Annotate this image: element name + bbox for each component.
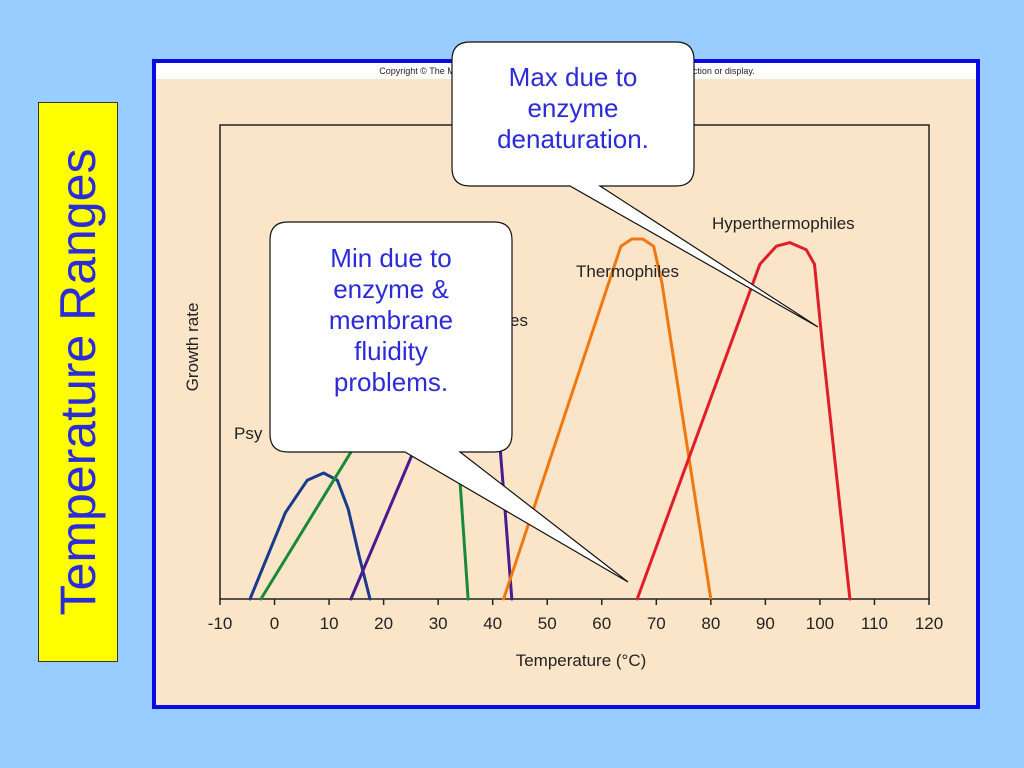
x-tick-label: 70: [647, 614, 666, 633]
slide-title-box: Temperature Ranges: [38, 102, 118, 662]
x-axis-title: Temperature (°C): [516, 651, 647, 670]
callout-min-text: Min due to enzyme & membrane fluidity pr…: [328, 243, 454, 397]
series-line-hyperthermophiles: [635, 241, 852, 601]
label-mesophiles: es: [510, 311, 528, 330]
x-tick-label: 120: [915, 614, 943, 633]
label-psychrophiles: Psy: [234, 424, 263, 443]
x-tick-label: 90: [756, 614, 775, 633]
x-tick-label: 60: [592, 614, 611, 633]
callout-max-text: Max due to enzyme denaturation.: [497, 62, 649, 154]
x-tick-label: 10: [320, 614, 339, 633]
series-line-psychrophiles: [248, 471, 372, 601]
x-tick-label: 20: [374, 614, 393, 633]
label-thermophiles: Thermophiles: [576, 262, 679, 281]
x-tick-label: 40: [483, 614, 502, 633]
series-line-thermophiles: [502, 237, 713, 601]
x-tick-label: -10: [208, 614, 233, 633]
x-tick-label: 100: [806, 614, 834, 633]
x-tick-label: 110: [861, 614, 888, 633]
y-axis-title: Growth rate: [183, 303, 202, 392]
x-tick-label: 0: [270, 614, 279, 633]
x-tick-label: 80: [701, 614, 720, 633]
x-tick-label: 50: [538, 614, 557, 633]
x-tick-label: 30: [429, 614, 448, 633]
label-hyperthermophiles: Hyperthermophiles: [712, 214, 855, 233]
x-tick-labels: -10 0 10 20 30 40 50 60 70 80 90 100 110 120: [208, 599, 943, 633]
